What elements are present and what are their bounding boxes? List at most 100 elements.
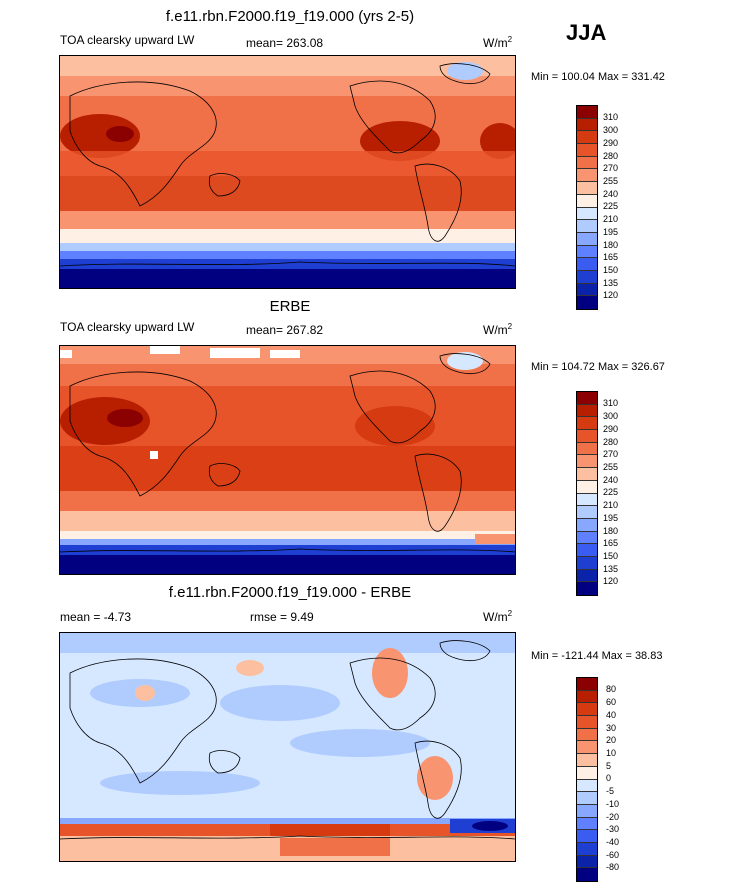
panel-3-colorbar-swatch [577,817,597,831]
panel-1-tick-label: 150 [603,265,619,275]
panel-1-colorbar-swatch [577,232,597,246]
panel-1-tick-label: 225 [603,201,619,211]
season-label: JJA [566,20,607,45]
panel-1-colorbar-swatch [577,194,597,208]
panel-3-colorbar-swatch [577,754,597,767]
panel-1-tick-label: 120 [603,290,619,300]
panel-3-tick-label: 5 [606,761,612,771]
panel-2-tick-label: 290 [603,424,619,434]
panel-3-mean-label: mean = -4.73 [60,610,132,624]
panel-2-title: ERBE [269,298,311,315]
panel-3-tick-label: 0 [606,773,612,783]
panel-1-tick-label: 240 [603,189,619,199]
panel-3-colorbar-swatch [577,741,597,755]
panel-1-colorbar-swatch [577,131,597,145]
panel-1-colorbar-swatch [577,296,597,309]
panel-2-colorbar-swatch [577,493,597,507]
panel-3-colorbar-swatch [577,678,597,691]
panel-2-tick-label: 280 [603,437,619,447]
panel-2-tick-label: 180 [603,526,619,536]
panel-3-colorbar-swatch [577,766,597,780]
panel-1-minmax: Min = 100.04 Max = 331.42 [531,71,665,83]
panel-2-tick-label: 165 [603,538,619,548]
panel-2-colorbar-swatch [577,392,597,405]
panel-2-tick-label: 270 [603,449,619,459]
panel-3-tick-label: 20 [606,735,617,745]
panel-1-tick-label: 165 [603,252,619,262]
panel-3-tick-label: -5 [606,786,615,796]
panel-2-tick-label: 255 [603,462,619,472]
panel-2-colorbar-swatch [577,544,597,557]
panel-1-title: f.e11.rbn.F2000.f19_f19.000 (yrs 2-5) [165,8,415,25]
panel-1-tick-label: 195 [603,227,619,237]
panel-2-tick-label: 150 [603,551,619,561]
panel-2-colorbar-swatch [577,582,597,595]
panel-2-colorbar-swatch [577,480,597,494]
panel-1-tick-label: 180 [603,240,619,250]
panel-2-colorbar-swatch [577,455,597,469]
panel-2-tick-label: 120 [603,576,619,586]
panel-2-tick-label: 195 [603,513,619,523]
panel-1-colorbar-swatch [577,220,597,233]
panel-1-colorbar-swatch [577,118,597,132]
panel-2-tick-label: 135 [603,564,619,574]
panel-3-tick-label: -80 [606,862,620,872]
panel-1-tick-label: 210 [603,214,619,224]
panel-1-tick-label: 310 [603,112,619,122]
panel-2-units: W/m2 [483,322,513,337]
panel-1-tick-label: 135 [603,278,619,288]
panel-3-colorbar [576,677,598,882]
panel-3-tick-label: 60 [606,697,617,707]
panel-3-tick-label: 30 [606,723,617,733]
panel-3-colorbar-swatch [577,703,597,717]
panel-3-colorbar-swatch [577,842,597,856]
panel-1-mean-label: mean= 263.08 [246,36,324,50]
panel-1-units: W/m2 [483,35,513,50]
panel-3-tick-label: 10 [606,748,617,758]
panel-3-tick-label: 40 [606,710,617,720]
panel-3-colorbar-swatch [577,868,597,881]
panel-2-map [59,345,516,575]
panel-1-colorbar-swatch [577,258,597,271]
panel-2-colorbar-swatch [577,468,597,481]
panel-1-map [59,55,516,289]
panel-3-colorbar-swatch [577,690,597,704]
panel-1-colorbar-swatch [577,270,597,284]
panel-3-tick-label: 80 [606,684,617,694]
panel-2-colorbar-swatch [577,430,597,443]
panel-1-tick-label: 290 [603,138,619,148]
panel-2-mean-label: mean= 267.82 [246,323,324,337]
panel-3-colorbar-swatch [577,804,597,818]
panel-1-map-field [60,56,515,288]
panel-2-colorbar-swatch [577,417,597,431]
panel-1-colorbar-swatch [577,106,597,119]
panel-3-colorbar-swatch [577,779,597,793]
panel-2-tick-label: 300 [603,411,619,421]
panel-3-tick-label: -10 [606,799,620,809]
panel-1-colorbar [576,105,598,310]
panel-2-tick-label: 225 [603,487,619,497]
panel-1-tick-label: 255 [603,176,619,186]
panel-3-tick-label: -30 [606,824,620,834]
panel-1-colorbar-swatch [577,207,597,221]
panel-3-tick-label: -20 [606,812,620,822]
panel-3-colorbar-swatch [577,716,597,729]
panel-3-colorbar-swatch [577,830,597,843]
panel-1-colorbar-swatch [577,283,597,297]
panel-2-colorbar-swatch [577,569,597,583]
panel-2-colorbar-swatch [577,442,597,456]
panel-1-colorbar-swatch [577,169,597,183]
panel-3-tick-label: -60 [606,850,620,860]
panel-3-units: W/m2 [483,609,513,624]
panel-2-colorbar-swatch [577,506,597,519]
panel-2-colorbar [576,391,598,596]
panel-1-colorbar-swatch [577,182,597,195]
panel-3-map [59,632,516,862]
panel-2-tick-label: 310 [603,398,619,408]
panel-2-tick-label: 210 [603,500,619,510]
panel-1-tick-label: 300 [603,125,619,135]
panel-2-colorbar-swatch [577,518,597,532]
panel-3-colorbar-swatch [577,728,597,742]
panel-3-map-field [60,633,515,861]
panel-3-rmse-label: rmse = 9.49 [250,610,314,624]
